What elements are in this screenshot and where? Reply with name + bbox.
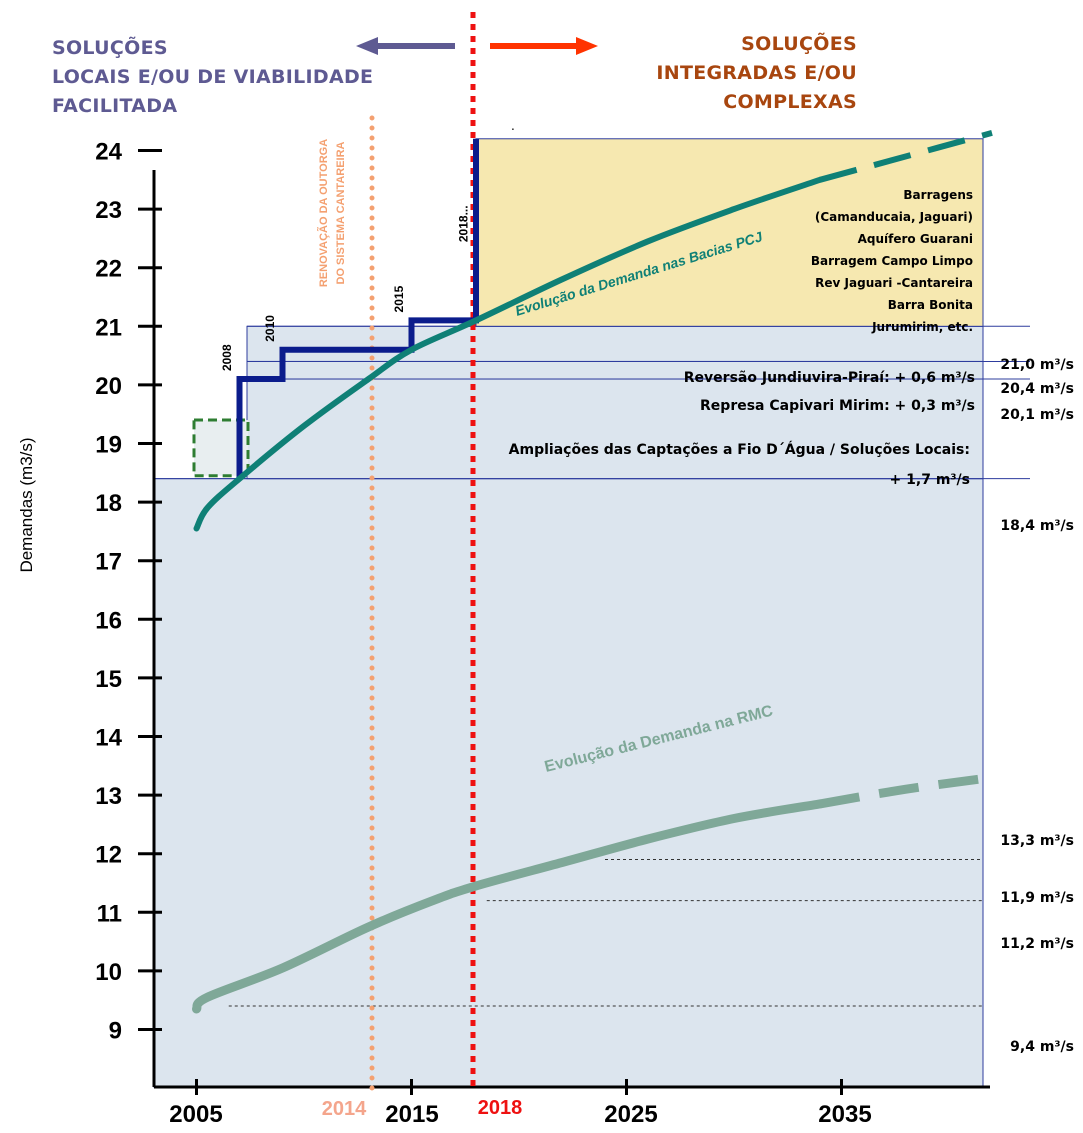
yellow-box-line-3: Barragem Campo Limpo [811, 254, 973, 268]
left-heading-line-3: FACILITADA [52, 95, 178, 117]
band-label-ampliacoes: Ampliações das Captações a Fio D´Água / … [509, 441, 970, 458]
rmc-demand-projection [819, 773, 993, 809]
x-tick-label-2005: 2005 [169, 1101, 222, 1128]
band-label-ampliacoes-value: + 1,7 m³/s [890, 472, 970, 488]
left-solutions-heading: SOLUÇÕES LOCAIS E/OU DE VIABILIDADE FACI… [52, 34, 373, 121]
y-tick-label-11: 11 [97, 900, 122, 927]
line-layer [138, 12, 993, 1095]
y-tick-label-18: 18 [95, 490, 122, 517]
y-tick-label-20: 20 [95, 373, 122, 400]
right-solutions-heading: SOLUÇÕES INTEGRADAS E/OU COMPLEXAS [656, 30, 857, 117]
y-axis-label: Demandas (m3/s) [17, 437, 36, 572]
right-value-label-3: 18,4 m³/s [1000, 518, 1074, 534]
supply-step-label-2: 2015 [392, 285, 406, 312]
area-layer [153, 138, 1030, 1088]
cantareira-label-line-2: DO SISTEMA CANTAREIRA [335, 141, 347, 284]
y-tick-label-23: 23 [95, 197, 122, 224]
yellow-box-line-1: (Camanducaia, Jaguari) [815, 210, 973, 224]
y-tick-label-24: 24 [95, 139, 122, 166]
band-label-capivari: Represa Capivari Mirim: + 0,3 m³/s [700, 398, 975, 414]
yellow-box-line-6: Jurumirim, etc. [871, 320, 973, 334]
stray-dot: . [511, 119, 515, 133]
supply-band-2 [246, 378, 984, 480]
y-tick-label-10: 10 [95, 959, 122, 986]
right-heading-line-1: SOLUÇÕES [741, 33, 857, 55]
left-heading-line-2: LOCAIS E/OU DE VIABILIDADE [52, 66, 374, 88]
pcj-demand-projection [819, 130, 993, 183]
supply-step-line [236, 138, 479, 479]
right-value-label-4: 13,3 m³/s [1000, 833, 1074, 849]
band-label-jundiuvira: Reversão Jundiuvira-Piraí: + 0,6 m³/s [684, 370, 975, 386]
supply-step-label-0: 2008 [220, 344, 234, 371]
left-arrow-head [356, 37, 378, 55]
y-tick-label-15: 15 [95, 666, 122, 693]
right-value-label-6: 11,2 m³/s [1000, 936, 1074, 952]
supply-step-label-3: 2018... [456, 205, 470, 242]
right-value-label-1: 20,4 m³/s [1000, 381, 1074, 397]
base-demand-area [153, 478, 984, 1088]
yellow-box-line-4: Rev Jaguari -Cantareira [815, 276, 973, 290]
right-value-label-7: 9,4 m³/s [1010, 1039, 1074, 1055]
y-tick-label-12: 12 [95, 842, 122, 869]
right-heading-line-2: INTEGRADAS E/OU [656, 62, 857, 84]
x-tick-label-2025: 2025 [604, 1101, 657, 1128]
yellow-box-line-2: Aquífero Guarani [858, 232, 973, 246]
right-value-label-0: 21,0 m³/s [1000, 357, 1074, 373]
x-tick-label-2014: 2014 [322, 1098, 367, 1120]
y-tick-label-17: 17 [95, 549, 122, 576]
right-heading-line-3: COMPLEXAS [723, 91, 857, 113]
y-tick-label-22: 22 [95, 256, 122, 283]
x-tick-label-2018: 2018 [478, 1097, 523, 1119]
supply-step-label-1: 2010 [263, 315, 277, 342]
right-value-label-5: 11,9 m³/s [1000, 890, 1074, 906]
left-heading-line-1: SOLUÇÕES [52, 37, 168, 59]
y-tick-label-14: 14 [95, 725, 122, 752]
y-tick-label-9: 9 [109, 1018, 122, 1045]
y-tick-label-13: 13 [95, 783, 122, 810]
yellow-box-line-0: Barragens [903, 188, 973, 202]
rmc-demand-curve [192, 799, 825, 1014]
x-tick-label-2015: 2015 [385, 1101, 438, 1128]
supply-band-0 [246, 325, 984, 362]
y-tick-label-21: 21 [95, 314, 122, 341]
yellow-box-line-5: Barra Bonita [888, 298, 973, 312]
yellow-solutions-box [475, 138, 984, 327]
right-arrow-head [576, 37, 598, 55]
right-value-label-2: 20,1 m³/s [1000, 407, 1074, 423]
y-tick-label-16: 16 [95, 607, 122, 634]
x-tick-label-2035: 2035 [818, 1101, 871, 1128]
cantareira-label-line-1: RENOVAÇÃO DA OUTORGA [317, 139, 330, 287]
pcj-demand-curve [193, 176, 823, 532]
y-tick-label-19: 19 [95, 432, 122, 459]
